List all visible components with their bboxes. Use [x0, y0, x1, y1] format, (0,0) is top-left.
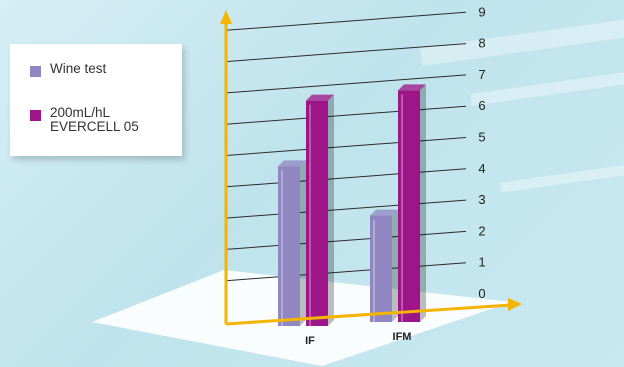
y-tick-label: 8 [478, 36, 485, 51]
gridline [225, 199, 467, 219]
x-tick-label: IFM [393, 331, 412, 343]
gridline [225, 11, 467, 31]
bars [278, 84, 426, 326]
bar-side [328, 94, 334, 326]
legend-label: 200mL/hL EVERCELL 05 [50, 105, 139, 134]
axes [220, 10, 522, 326]
y-tick-label: 1 [478, 255, 485, 270]
legend-swatch [30, 110, 41, 121]
x-tick-label: IF [305, 335, 315, 347]
labels: 0 1 2 3 4 5 6 7 8 9 IF IFM [305, 4, 486, 347]
y-tick-label: 9 [478, 4, 485, 19]
legend-swatch [30, 66, 41, 77]
bar [370, 215, 392, 322]
legend-item-wine-test: Wine test [30, 62, 106, 77]
bar-top [370, 209, 398, 216]
gridlines [225, 11, 467, 282]
bar-side [420, 84, 426, 322]
y-tick-label: 2 [478, 223, 485, 238]
gridline [225, 262, 467, 282]
gridline [225, 74, 467, 94]
bar [398, 90, 420, 322]
bar-top [306, 94, 334, 101]
bar [306, 100, 328, 326]
bar-side [300, 160, 306, 326]
chart-legend: Wine test 200mL/hL EVERCELL 05 [10, 44, 182, 156]
gridline [225, 230, 467, 250]
x-axis [225, 303, 511, 326]
gridline [225, 105, 467, 125]
bar-top [278, 160, 306, 167]
y-axis-arrow [220, 10, 232, 24]
legend-item-evercell: 200mL/hL EVERCELL 05 [30, 106, 139, 134]
legend-label: Wine test [50, 61, 107, 76]
x-axis-arrow [508, 298, 522, 311]
bar-top [398, 84, 426, 91]
bar-side [392, 209, 398, 322]
gridline [225, 168, 467, 188]
y-tick-label: 0 [478, 286, 485, 301]
gridline [225, 137, 467, 156]
y-tick-label: 7 [478, 67, 485, 82]
y-tick-label: 6 [478, 98, 485, 113]
y-tick-label: 4 [478, 161, 485, 176]
y-tick-label: 5 [478, 130, 485, 145]
y-tick-label: 3 [478, 192, 485, 207]
bar [278, 166, 300, 326]
gridline [225, 43, 467, 63]
